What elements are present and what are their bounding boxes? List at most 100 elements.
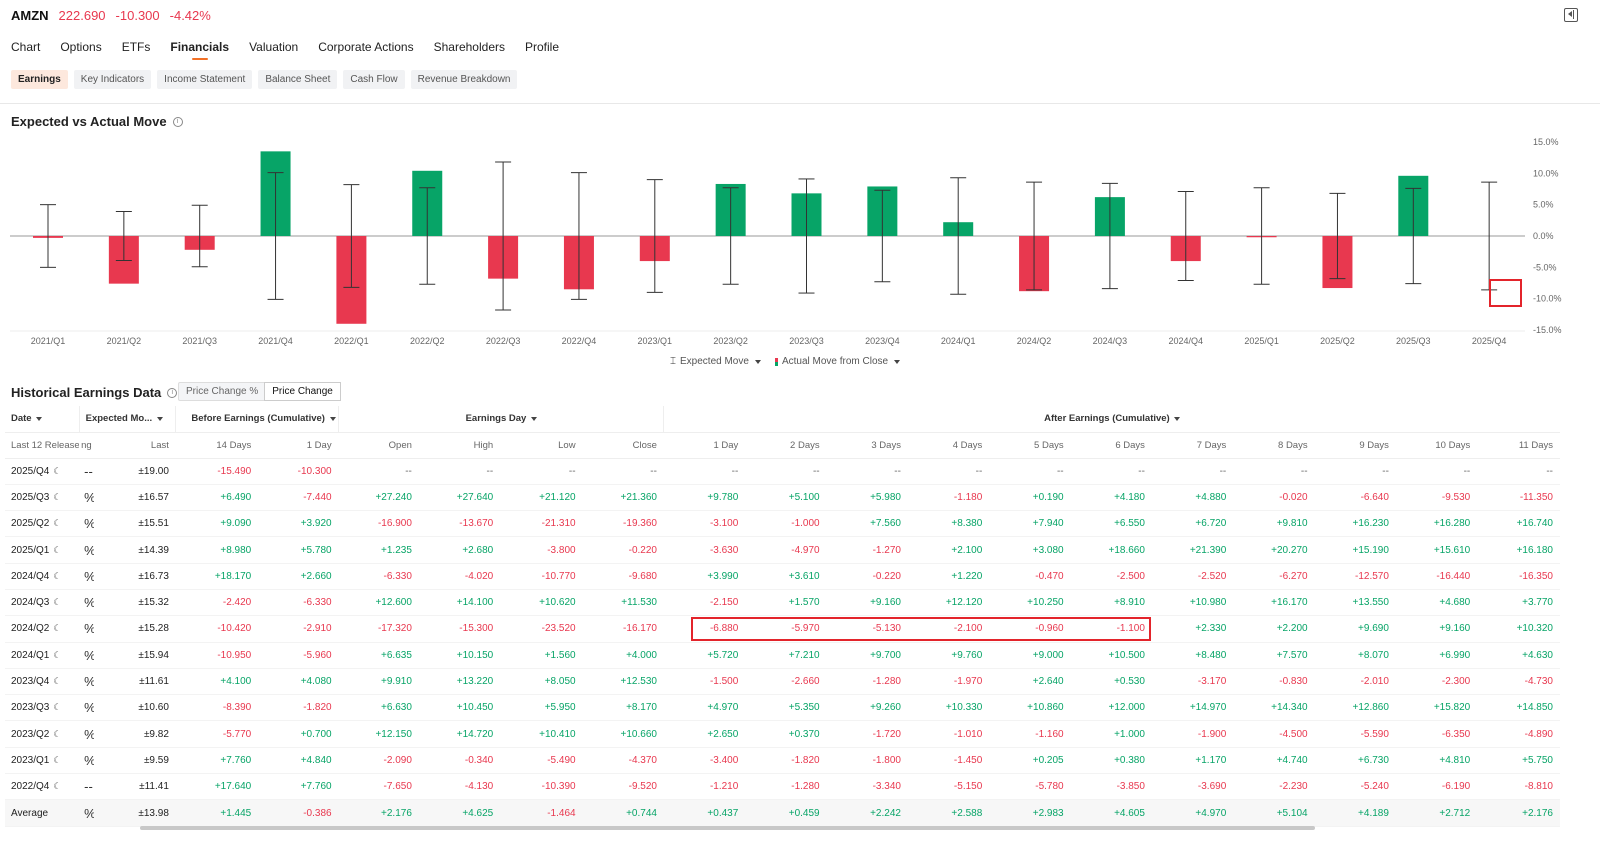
column-header[interactable]: 6 Days <box>1070 432 1152 459</box>
table-cell: +13.220 <box>418 668 501 696</box>
after-earnings-header[interactable]: After Earnings (Cumulative) <box>663 406 1560 433</box>
table-row[interactable]: 2022/Q4 ☾ -- ±11.41 +17.640 +7.760 -7.650 -4.13… <box>5 773 1560 801</box>
table-cell: +2.200 <box>1233 615 1315 643</box>
x-tick-label: 2023/Q2 <box>713 336 748 346</box>
tab-profile[interactable]: Profile <box>525 40 560 54</box>
table-row[interactable]: 2023/Q3☾%±10.60-8.390-1.820+6.630+10.450… <box>5 694 1560 722</box>
average-row[interactable]: Average%±13.98+1.445-0.386+2.176+4.625-1… <box>5 799 1560 827</box>
table-cell: +1.235 <box>338 536 419 564</box>
column-header[interactable]: Last <box>93 432 176 459</box>
tab-shareholders[interactable]: Shareholders <box>433 40 505 54</box>
subtab-cash-flow[interactable]: Cash Flow <box>343 70 405 89</box>
column-header[interactable]: 5 Days <box>989 432 1071 459</box>
table-row[interactable]: 2023/Q4☾%±11.61+4.100+4.080+9.910+13.220… <box>5 668 1560 696</box>
before-earnings-header[interactable]: Before Earnings (Cumulative) <box>175 406 339 433</box>
tab-chart[interactable]: Chart <box>11 40 41 54</box>
table-row[interactable]: 2024/Q4☾%±16.73+18.170+2.660-6.330-4.020… <box>5 563 1560 590</box>
column-header[interactable]: Close <box>582 432 664 459</box>
legend-actual-move[interactable]: Actual Move from Close <box>774 356 901 367</box>
after-hours-moon-icon: ☾ <box>53 597 62 608</box>
table-row[interactable]: 2024/Q3☾%±15.32-2.420-6.330+12.600+14.10… <box>5 589 1560 617</box>
info-icon[interactable]: i <box>172 116 183 127</box>
table-cell: % <box>79 563 94 590</box>
table-cell: -- <box>79 773 94 801</box>
table-cell: -17.320 <box>338 615 419 643</box>
column-header[interactable]: 2 Days <box>745 432 827 459</box>
table-row[interactable]: 2025/Q1☾%±14.39+8.980+5.780+1.235+2.680-… <box>5 536 1560 564</box>
expected-move-header[interactable]: Expected Mo... <box>78 406 176 433</box>
column-header[interactable]: 10 Days <box>1395 432 1478 459</box>
date-header[interactable]: Date <box>5 406 80 433</box>
x-tick-label: 2025/Q2 <box>1320 336 1355 346</box>
table-cell: +14.970 <box>1151 694 1234 722</box>
column-header[interactable]: 14 Days <box>175 432 259 459</box>
legend-expected-move[interactable]: ⌶ Expected Move <box>670 356 761 367</box>
column-header[interactable]: 8 Days <box>1233 432 1315 459</box>
table-row[interactable]: 2023/Q2☾%±9.82-5.770+0.700+12.150+14.720… <box>5 720 1560 748</box>
release-date: 2025/Q4 <box>11 465 50 477</box>
column-header[interactable]: 11 Days <box>1477 432 1560 459</box>
after-hours-moon-icon: ☾ <box>53 781 62 792</box>
table-row[interactable]: 2025/Q3☾%±16.57+6.490-7.440+27.240+27.64… <box>5 484 1560 512</box>
table-cell: +9.260 <box>826 694 908 722</box>
x-tick-label: 2024/Q3 <box>1093 336 1128 346</box>
toggle-price-change-pct[interactable]: Price Change % <box>186 386 259 397</box>
table-cell: +0.380 <box>1070 747 1152 775</box>
collapse-panel-icon[interactable] <box>1564 8 1578 22</box>
tab-financials[interactable]: Financials <box>170 40 229 60</box>
subtab-balance-sheet[interactable]: Balance Sheet <box>258 70 338 89</box>
tab-valuation[interactable]: Valuation <box>249 40 299 54</box>
table-cell: -6.880 <box>663 615 746 643</box>
release-date: 2022/Q4 <box>11 781 50 793</box>
column-header[interactable]: High <box>418 432 501 459</box>
column-header[interactable]: 7 Days <box>1151 432 1234 459</box>
after-hours-moon-icon: ☾ <box>53 570 62 581</box>
table-cell: -1.500 <box>663 668 746 696</box>
table-cell: -2.520 <box>1151 563 1234 590</box>
tab-corporate-actions[interactable]: Corporate Actions <box>318 40 414 54</box>
tab-options[interactable]: Options <box>60 40 102 54</box>
column-header[interactable]: Open <box>338 432 419 459</box>
table-row[interactable]: 2024/Q1☾%±15.94-10.950-5.960+6.635+10.15… <box>5 642 1560 669</box>
table-cell: +9.910 <box>338 668 419 696</box>
table-cell: +8.480 <box>1151 642 1234 669</box>
column-header[interactable]: 9 Days <box>1314 432 1396 459</box>
table-cell: +15.820 <box>1395 694 1478 722</box>
table-row[interactable]: 2024/Q2☾%±15.28-10.420-2.910-17.320-15.3… <box>5 615 1560 643</box>
column-header[interactable]: 3 Days <box>826 432 908 459</box>
column-header[interactable]: ng <box>79 432 94 459</box>
subtab-income-statement[interactable]: Income Statement <box>157 70 253 89</box>
column-header[interactable]: 4 Days <box>907 432 990 459</box>
tab-etfs[interactable]: ETFs <box>121 40 151 54</box>
table-cell: +9.810 <box>1233 510 1315 538</box>
table-cell: +10.330 <box>907 694 990 722</box>
table-row[interactable]: 2025/Q2☾%±15.51+9.090+3.920-16.900-13.67… <box>5 510 1560 538</box>
toggle-price-change[interactable]: Price Change <box>264 382 341 401</box>
earnings-day-header[interactable]: Earnings Day <box>338 406 664 433</box>
subtab-revenue-breakdown[interactable]: Revenue Breakdown <box>410 70 518 89</box>
table-cell: +2.660 <box>258 563 339 590</box>
column-header[interactable]: Low <box>500 432 583 459</box>
table-cell: +0.459 <box>745 799 827 827</box>
column-header[interactable]: 1 Day <box>663 432 746 459</box>
table-cell: ±11.61 <box>93 668 176 696</box>
table-cell: +10.250 <box>989 589 1071 617</box>
subtab-key-indicators[interactable]: Key Indicators <box>73 70 152 89</box>
table-row[interactable]: 2023/Q1☾%±9.59+7.760+4.840-2.090-0.340-5… <box>5 747 1560 775</box>
table-cell: +10.320 <box>1477 615 1560 643</box>
subtab-earnings[interactable]: Earnings <box>11 70 68 89</box>
after-hours-moon-icon: ☾ <box>53 676 62 687</box>
table-cell: -2.420 <box>175 589 259 617</box>
column-header[interactable]: Last 12 Releases <box>5 432 80 459</box>
table-row[interactable]: 2025/Q4 ☾ -- ±19.00 -15.490 -10.300 -- -- -- -- --… <box>5 458 1560 485</box>
table-cell: +10.150 <box>418 642 501 669</box>
y-tick-label: -10.0% <box>1533 294 1562 304</box>
table-cell: +16.230 <box>1314 510 1396 538</box>
horizontal-scrollbar[interactable] <box>140 826 1315 830</box>
table-cell: -2.010 <box>1314 668 1396 696</box>
column-header[interactable]: 1 Day <box>258 432 339 459</box>
info-icon[interactable]: i <box>167 387 178 398</box>
table-cell: % <box>79 720 94 748</box>
table-cell: +0.744 <box>582 799 664 827</box>
table-title-text: Historical Earnings Data <box>11 385 162 400</box>
